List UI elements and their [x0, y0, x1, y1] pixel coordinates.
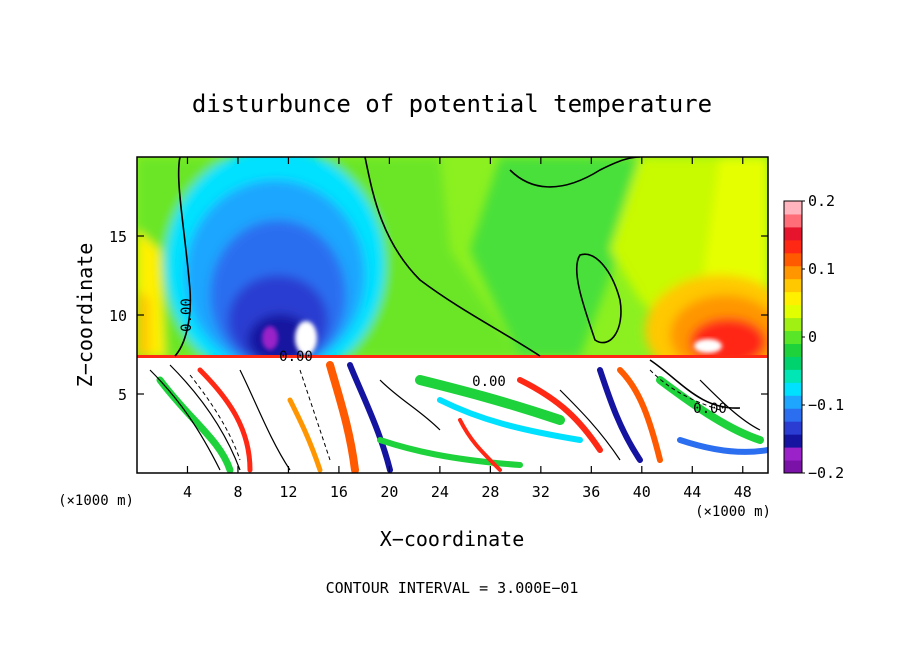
plot-area: 0.00 0.00 0.00 0.00	[137, 157, 768, 473]
x-tick-label: 44	[683, 483, 701, 501]
colorbar-swatch	[784, 252, 802, 267]
y-tick-label: 10	[109, 307, 127, 325]
contour-labels: 0.00 0.00 0.00 0.00	[179, 298, 727, 417]
colorbar-swatch	[784, 343, 802, 357]
colorbar-swatch	[784, 213, 802, 228]
colorbar-swatch	[784, 239, 802, 254]
colorbar-swatch	[784, 382, 802, 396]
x-tick-label: 12	[279, 483, 297, 501]
colorbar-swatch	[784, 291, 802, 306]
x-tick-label: 20	[380, 483, 398, 501]
y-tick-label: 15	[109, 228, 127, 246]
colorbar-swatch	[784, 356, 802, 370]
colorbar-swatch	[784, 265, 802, 280]
x-tick-label: 48	[734, 483, 752, 501]
colorbar-labels: 0.2 0.1 0 −0.1 −0.2	[802, 192, 844, 482]
colorbar-swatch	[784, 369, 802, 383]
colorbar-tick-label: 0.2	[808, 192, 835, 210]
contour-label-1: 0.00	[279, 349, 313, 365]
colorbar-tick-label: −0.2	[808, 464, 844, 482]
colorbar-swatch	[784, 395, 802, 409]
colorbar-swatch	[784, 201, 802, 215]
colorbar-swatch	[784, 447, 802, 461]
colorbar-swatch	[784, 408, 802, 422]
colorbar-swatch	[784, 226, 802, 241]
contour-interval-note: CONTOUR INTERVAL = 3.000E−01	[326, 579, 579, 597]
colorbar-swatch	[784, 460, 802, 474]
colorbar-swatch	[784, 434, 802, 448]
x-tick-label: 28	[481, 483, 499, 501]
colorbar-swatch	[784, 278, 802, 293]
x-tick-label: 8	[233, 483, 242, 501]
x-tick-label: 32	[532, 483, 550, 501]
upper-layer-field	[137, 157, 768, 385]
colorbar-tick-label: −0.1	[808, 396, 844, 414]
x-tick-label: 16	[330, 483, 348, 501]
x-axis: 4 8 12 16 20 24 28 32 36 40 44 48	[183, 157, 752, 501]
x-tick-label: 36	[582, 483, 600, 501]
colorbar-swatch	[784, 421, 802, 435]
x-tick-label: 24	[431, 483, 449, 501]
chart-title: disturbunce of potential temperature	[192, 90, 712, 118]
colorbar	[784, 201, 802, 474]
colorbar-swatch	[784, 304, 802, 319]
x-unit-left: (×1000 m)	[58, 493, 134, 509]
colorbar-tick-label: 0.1	[808, 260, 835, 278]
y-axis: 5 10 15	[109, 228, 768, 404]
x-axis-label: X−coordinate	[380, 527, 525, 551]
contour-label-0: 0.00	[179, 298, 195, 332]
contour-lines	[174, 157, 741, 409]
interface-band	[137, 355, 768, 358]
colorbar-tick-label: 0	[808, 328, 817, 346]
x-tick-label: 40	[633, 483, 651, 501]
y-axis-label: Z−coordinate	[73, 243, 97, 388]
y-tick-label: 5	[118, 386, 127, 404]
lower-layer-field	[137, 358, 768, 473]
x-tick-label: 4	[183, 483, 192, 501]
colorbar-swatch	[784, 317, 802, 332]
contour-label-2: 0.00	[472, 374, 506, 390]
contour-label-3: 0.00	[693, 401, 727, 417]
x-unit-right: (×1000 m)	[695, 504, 771, 520]
colorbar-swatch	[784, 330, 802, 344]
